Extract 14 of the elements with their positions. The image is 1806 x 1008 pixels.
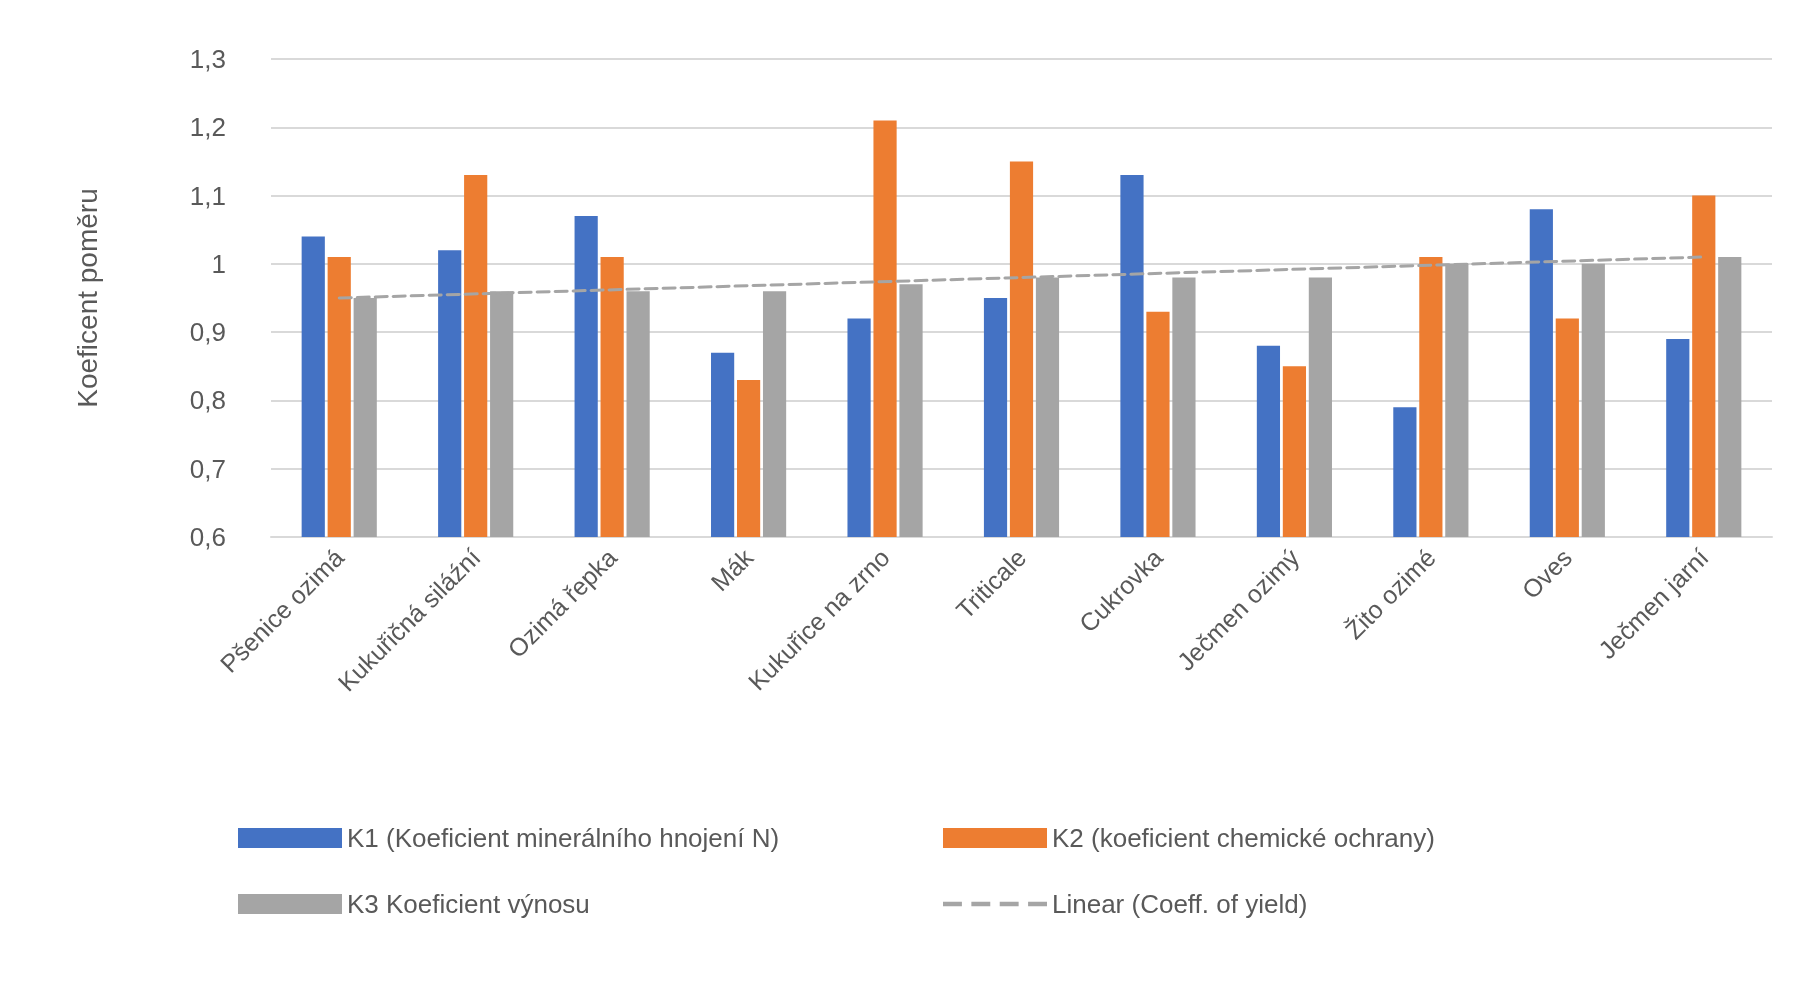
y-tick-label: 0,9 [189,317,226,348]
y-tick-label: 1,1 [189,180,226,211]
y-tick-label: 1,2 [189,112,226,143]
x-tick-label: Mák [705,542,759,597]
y-tick-label: 0,7 [189,453,226,484]
legend-label: K3 Koeficient výnosu [347,889,590,919]
legend-label: K2 (koeficient chemické ochrany) [1052,823,1435,853]
y-tick-label: 0,8 [189,385,226,416]
legend-label: K1 (Koeficient minerálního hnojení N) [347,823,780,853]
y-axis-title: Koeficent poměru [71,188,103,408]
y-tick-label: 0,6 [189,522,226,552]
y-tick-label: 1 [211,248,226,279]
legend-label: Linear (Coeff. of yield) [1052,889,1308,919]
y-tick-label: 1,3 [189,44,226,74]
